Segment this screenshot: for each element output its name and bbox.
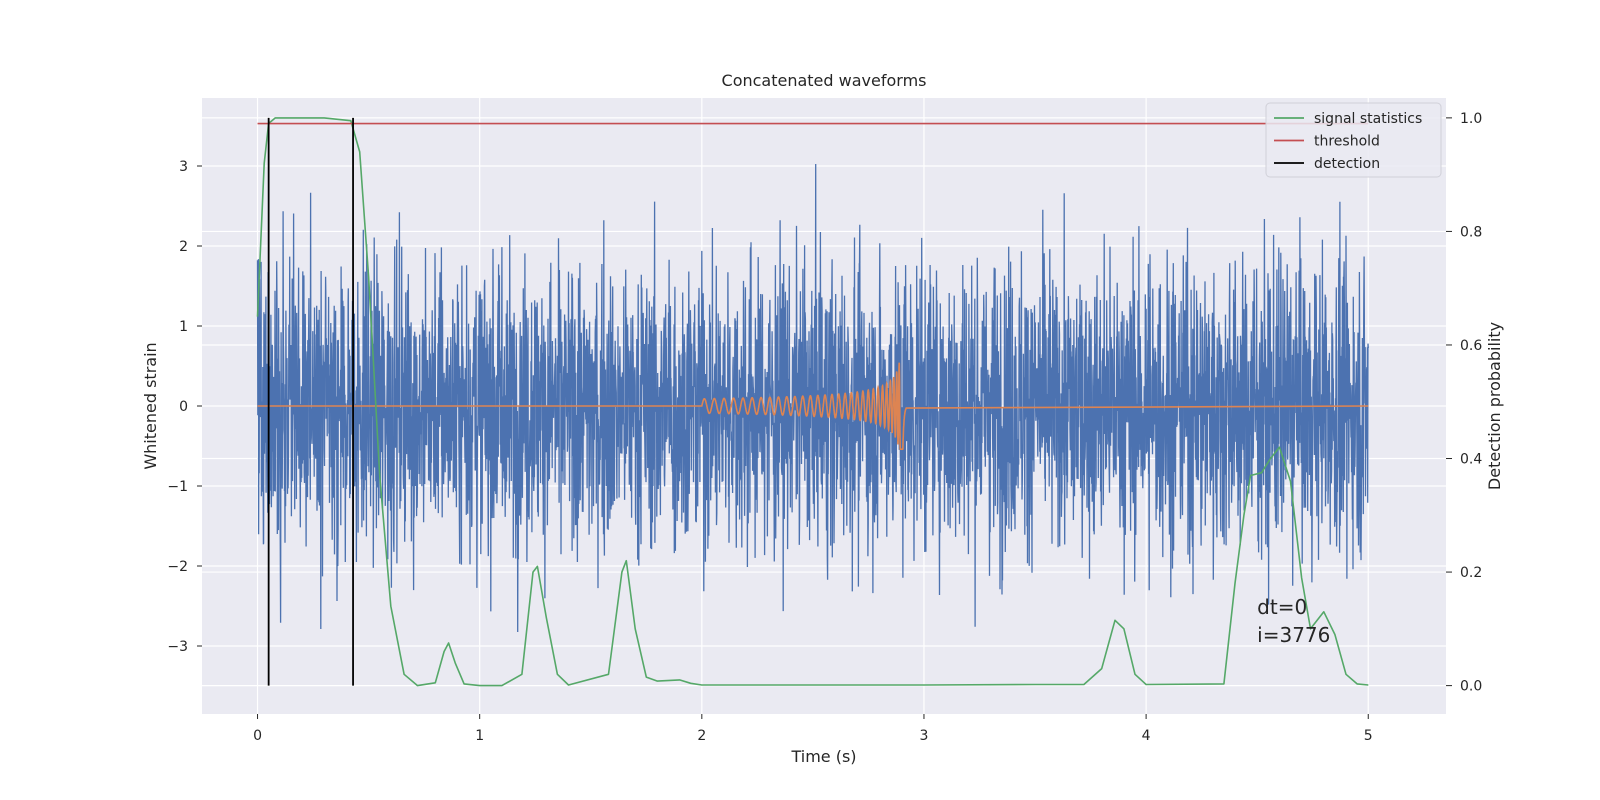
annotation-dt: dt=0 [1257,595,1307,619]
y-tick-label: 2 [179,239,188,255]
y2-tick-label: 0.4 [1460,452,1482,468]
legend-label-threshold: threshold [1314,134,1380,150]
y2-tick-label: 0.8 [1460,224,1482,240]
x-tick-label: 0 [253,728,262,744]
injection-line [257,362,1369,450]
legend-label-detection: detection [1314,156,1380,172]
y-tick-label: 0 [179,399,188,415]
y-tick-label: −1 [167,479,188,495]
y-tick-label: 3 [179,159,188,175]
y-axis-label: Whitened strain [141,342,160,469]
y-tick-label: 1 [179,319,188,335]
legend: signal statistics threshold detection [1265,102,1442,178]
axes: 0 1 2 3 4 5 −3 −2 −1 0 1 2 3 0.0 0.2 0.4 0.6 0.8 1.0 [167,111,1482,744]
x-axis-label: Time (s) [790,747,856,766]
noise-line [256,163,1369,633]
legend-box [1265,102,1442,178]
x-tick-label: 5 [1364,728,1373,744]
y2-tick-label: 0.0 [1460,679,1482,695]
y-tick-label: −3 [167,639,188,655]
signal-statistics-line [256,117,1369,687]
y-tick-label: −2 [167,559,188,575]
y2-axis-label: Detection probability [1485,322,1504,490]
y2-tick-label: 0.6 [1460,338,1482,354]
y2-tick-label: 0.2 [1460,565,1482,581]
x-tick-label: 1 [475,728,484,744]
chart-title: Concatenated waveforms [722,71,927,90]
injection-series [257,362,1369,450]
x-tick-label: 2 [697,728,706,744]
noise-series [256,163,1369,633]
x-tick-label: 4 [1142,728,1151,744]
detection-series [267,117,354,686]
annotation-index: i=3776 [1257,623,1330,647]
y2-tick-label: 1.0 [1460,111,1482,127]
legend-label-signal-statistics: signal statistics [1314,111,1422,127]
x-tick-label: 3 [920,728,929,744]
signal-statistics-series [256,117,1369,687]
